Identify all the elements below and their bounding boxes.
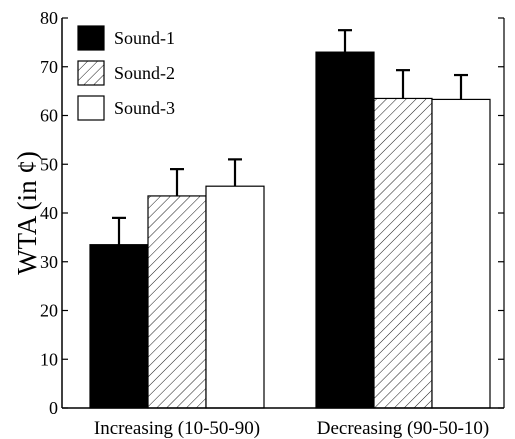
error-bars [112,29,468,245]
y-tick-label: 40 [40,203,58,223]
y-tick-label: 0 [49,398,58,418]
bar-sound-3 [431,98,491,409]
legend-label: Sound-1 [114,28,175,48]
legend-swatch-sound-1 [77,25,105,51]
legend-swatch-sound-2 [77,60,105,86]
bar-sound-1 [89,244,149,409]
bar-sound-2 [147,195,207,409]
x-category-labels: Increasing (10-50-90) Decreasing (90-50-1… [94,418,489,439]
bars [89,51,491,409]
x-category-label: Decreasing (90-50-10) [317,418,490,439]
y-tick-label: 50 [40,154,58,174]
y-tick-label: 10 [40,349,58,369]
bar-sound-1 [315,51,375,409]
y-ticks: 0 10 20 30 40 50 60 70 80 [40,8,504,418]
bar-sound-2 [373,97,433,409]
y-tick-label: 30 [40,252,58,272]
legend: Sound-1 Sound-2 Sound-3 [77,25,175,121]
y-tick-label: 80 [40,8,58,28]
x-category-label: Increasing (10-50-90) [94,418,260,439]
legend-label: Sound-2 [114,63,175,83]
bar-sound-3 [205,185,265,409]
legend-swatch-sound-3 [77,95,105,121]
y-axis-label: WTA (in ¢) [12,151,42,275]
legend-label: Sound-3 [114,98,175,118]
y-tick-label: 70 [40,57,58,77]
y-tick-label: 60 [40,106,58,126]
y-tick-label: 20 [40,301,58,321]
